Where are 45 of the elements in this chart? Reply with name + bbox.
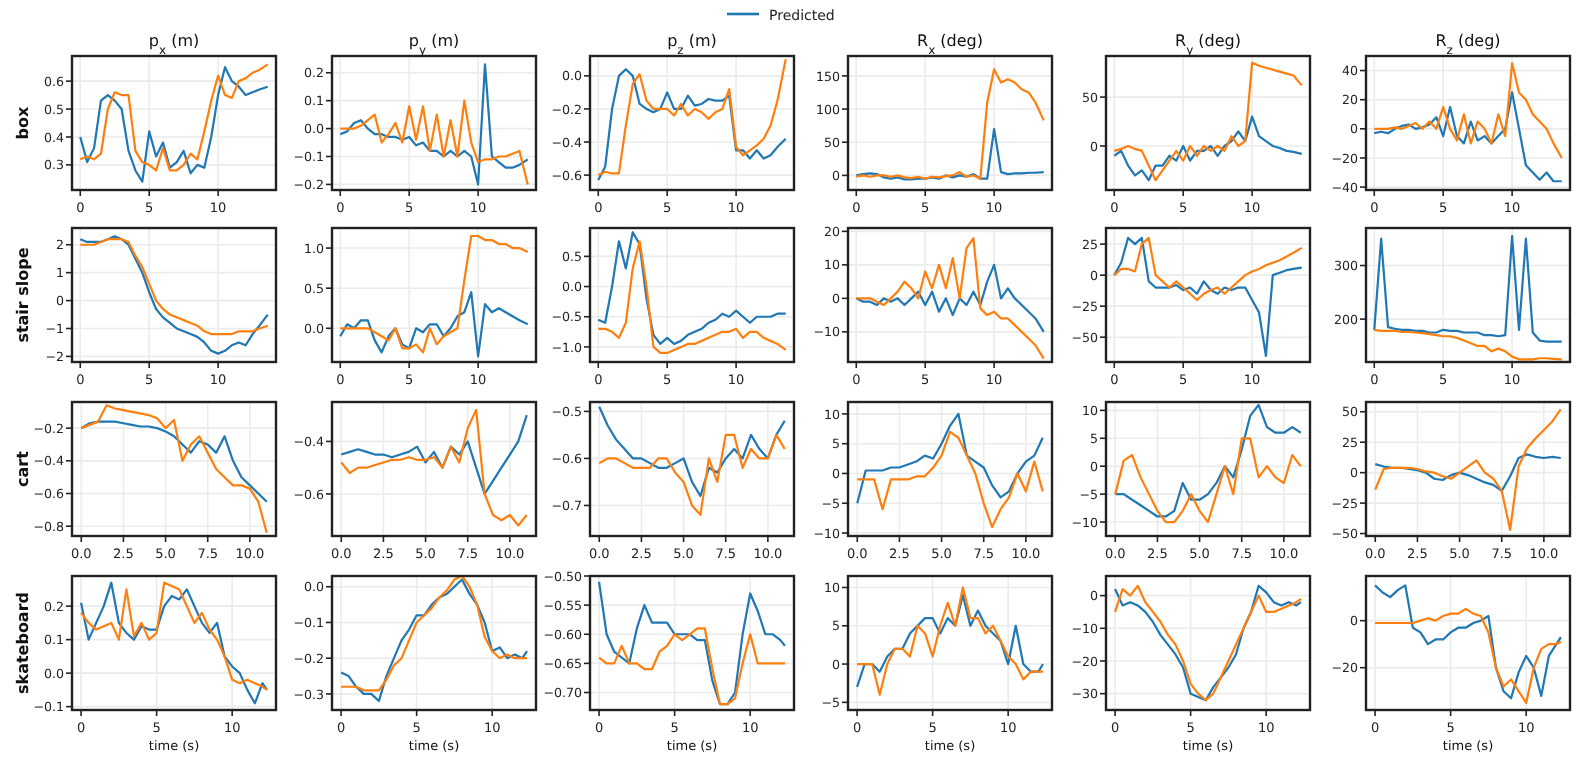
y-axis-title: box [14, 104, 32, 140]
line-series [339, 234, 529, 354]
line-series [1113, 61, 1303, 182]
line-series [80, 404, 268, 534]
line-series [856, 430, 1044, 529]
line-series [340, 414, 528, 496]
line-series [1373, 91, 1563, 183]
line-series [855, 127, 1045, 181]
line-series [340, 408, 528, 527]
line-series [339, 99, 529, 186]
line-series [597, 580, 787, 706]
line-series [80, 420, 268, 503]
chart-title: p$_{x}$ (m) [148, 32, 200, 57]
line-series [1113, 236, 1303, 357]
line-series [1113, 115, 1303, 182]
line-series [855, 263, 1045, 333]
line-series [598, 433, 786, 516]
line-series [1373, 62, 1563, 160]
chart-title: p$_{y}$ (m) [408, 32, 460, 57]
chart-title: R$_{z}$ (deg) [1435, 32, 1501, 57]
line-series [1114, 437, 1302, 524]
line-series [1373, 584, 1563, 700]
line-series [79, 235, 269, 355]
line-series [1373, 328, 1563, 361]
line-series [855, 236, 1045, 360]
line-series [339, 63, 529, 186]
line-series [855, 68, 1045, 180]
chart-title: R$_{y}$ (deg) [1175, 32, 1241, 57]
line-series [1114, 403, 1302, 518]
line-series [598, 405, 786, 498]
chart-title: p$_{z}$ (m) [667, 32, 717, 57]
line-series [1373, 234, 1563, 343]
line-series [856, 412, 1044, 505]
line-series [597, 627, 787, 706]
chart-title: R$_{x}$ (deg) [917, 32, 983, 57]
line-series [1374, 408, 1562, 532]
line-series [1374, 453, 1562, 493]
y-axis-title: skateboard [14, 591, 32, 695]
line-series [1373, 607, 1563, 705]
line-series [1113, 236, 1303, 302]
line-series [339, 291, 529, 358]
line-series [1113, 584, 1303, 702]
y-axis-title: stair slope [14, 246, 32, 343]
y-axis-title: cart [14, 450, 32, 487]
line-series [79, 238, 269, 336]
